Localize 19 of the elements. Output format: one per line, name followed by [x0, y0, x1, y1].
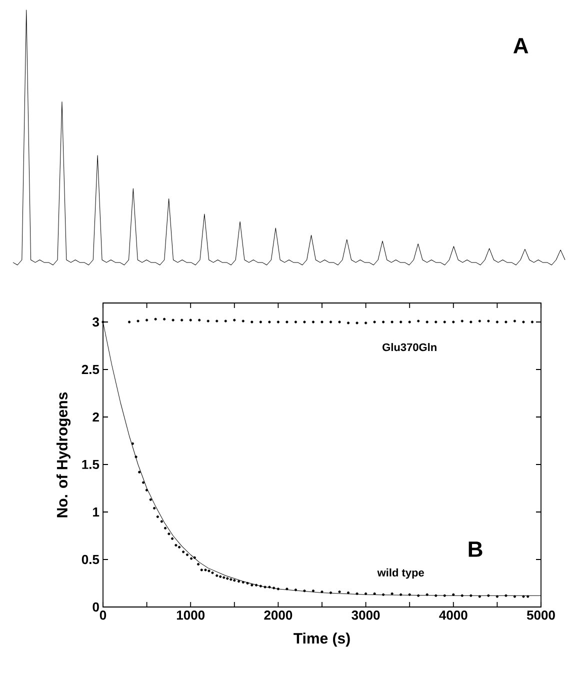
- y-tick-label: 0.5: [82, 554, 100, 564]
- x-tick-label: 2000: [264, 610, 292, 620]
- series-label: wild type: [377, 568, 424, 579]
- x-axis-title: Time (s): [294, 632, 350, 647]
- y-tick-label: 2: [92, 412, 99, 422]
- y-tick-label: 2.5: [82, 364, 100, 374]
- text: A: [513, 38, 528, 54]
- y-tick-label: 0: [92, 602, 99, 612]
- x-tick-label: 1000: [176, 610, 205, 620]
- x-tick-label: 4000: [439, 610, 468, 620]
- text: B: [468, 542, 482, 557]
- y-axis-title: No. of Hydrogens: [56, 392, 71, 518]
- y-tick-label: 1: [93, 508, 100, 516]
- x-tick-label: 3000: [352, 610, 380, 620]
- x-tick-label: 0: [100, 610, 106, 620]
- y-tick-label: 1.5: [82, 460, 100, 470]
- series-label: Glu370Gln: [382, 343, 436, 352]
- y-tick-label: 3: [92, 317, 99, 327]
- x-tick-label: 5000: [526, 610, 555, 620]
